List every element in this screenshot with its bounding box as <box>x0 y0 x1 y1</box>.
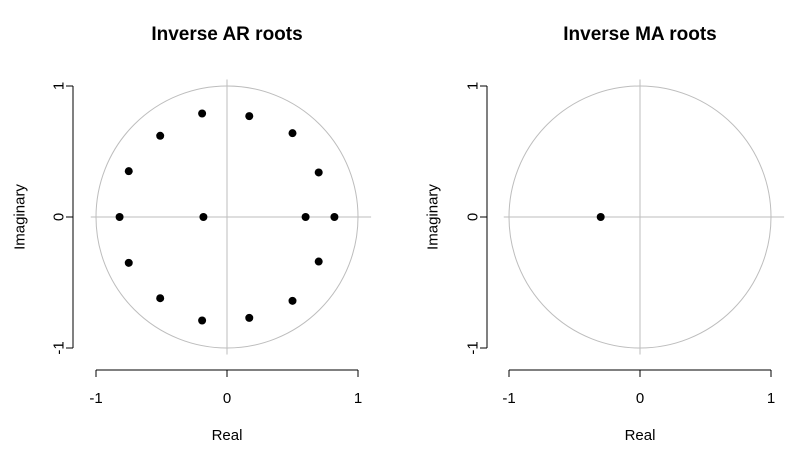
root-point <box>199 213 208 221</box>
y-tick-label: 0 <box>51 213 68 221</box>
x-axis-label: Real <box>212 427 243 444</box>
root-point <box>288 129 297 138</box>
root-point <box>198 109 207 118</box>
root-point <box>156 294 165 303</box>
x-tick-label: -1 <box>89 390 102 407</box>
x-tick-label: -1 <box>502 390 515 407</box>
root-point <box>288 296 297 305</box>
root-point <box>330 213 339 221</box>
root-point <box>115 213 124 221</box>
root-point <box>124 258 133 267</box>
y-tick-label: 1 <box>465 82 482 90</box>
chart-title: Inverse AR roots <box>151 24 302 45</box>
root-point <box>245 313 254 322</box>
root-point <box>124 167 133 176</box>
x-axis-label: Real <box>625 427 656 444</box>
root-point <box>198 316 207 325</box>
root-point <box>245 112 254 121</box>
y-tick-label: 0 <box>465 213 482 221</box>
x-tick-label: 0 <box>223 390 231 407</box>
x-tick-label: 0 <box>636 390 644 407</box>
y-tick-label: -1 <box>51 341 68 354</box>
y-tick-label: 1 <box>51 82 68 90</box>
root-point <box>156 131 165 140</box>
root-point <box>314 257 323 266</box>
chart-title: Inverse MA roots <box>563 24 716 45</box>
root-point <box>314 168 323 177</box>
root-point <box>301 213 310 221</box>
y-tick-label: -1 <box>465 341 482 354</box>
root-point <box>596 213 605 221</box>
x-tick-label: 1 <box>767 390 775 407</box>
y-axis-label: Imaginary <box>12 184 29 250</box>
y-axis-label: Imaginary <box>425 184 442 250</box>
x-tick-label: 1 <box>354 390 362 407</box>
